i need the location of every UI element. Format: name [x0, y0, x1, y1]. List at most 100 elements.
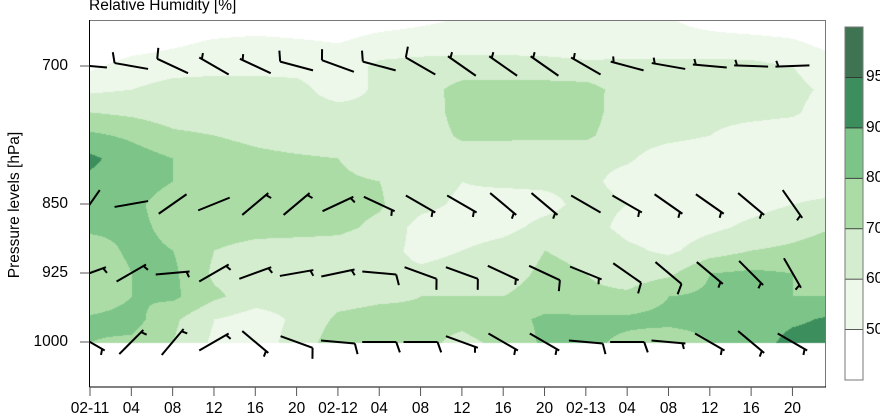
barb-half-feather [758, 350, 763, 357]
colorbar-label: 60 [866, 270, 880, 288]
barb-staff [487, 264, 520, 282]
wind-barb [737, 192, 765, 219]
barb-full-feather [643, 341, 649, 353]
x-tick-label: 20 [535, 400, 554, 417]
wind-barb [569, 265, 602, 285]
wind-barb [362, 270, 400, 286]
barb-full-feather [676, 283, 683, 295]
barb-staff [696, 261, 724, 285]
barb-staff [775, 64, 810, 68]
barb-staff [282, 192, 311, 216]
x-tick-label: 12 [701, 400, 719, 417]
barb-staff [405, 56, 436, 76]
wind-barb [156, 47, 189, 75]
barb-half-feather [693, 58, 697, 66]
x-tick-label: 02-11 [70, 400, 110, 417]
barb-staff [155, 270, 190, 276]
axes-ticks [80, 65, 793, 396]
wind-barb [487, 332, 519, 356]
wind-barb [239, 54, 272, 75]
wind-barb [654, 261, 683, 295]
barb-staff [238, 266, 272, 280]
wind-barb [116, 263, 149, 283]
colorbar-bin [844, 127, 864, 179]
y-tick-label: 850 [42, 195, 68, 212]
barb-staff [445, 266, 479, 280]
barb-full-feather [557, 280, 561, 292]
barb-staff [279, 60, 314, 72]
barb-staff [405, 194, 436, 214]
barb-half-feather [796, 214, 802, 221]
barb-half-feather [140, 331, 148, 336]
barb-half-feather [681, 342, 685, 350]
barb-half-feather [513, 348, 517, 356]
x-tick-label: 16 [742, 400, 760, 417]
colorbar-bin [844, 77, 864, 129]
barb-staff [280, 335, 313, 349]
barb-staff [611, 194, 643, 214]
barb-staff [239, 57, 272, 75]
colorbar-label: 80 [866, 169, 880, 187]
barb-staff [156, 57, 189, 75]
wind-barb [279, 269, 315, 277]
wind-barb [738, 260, 764, 289]
barb-half-feather [532, 51, 536, 59]
barb-half-feather [430, 210, 434, 218]
colorbar-bin [844, 26, 864, 78]
barb-staff [694, 332, 726, 352]
barb-staff [322, 195, 354, 213]
barb-full-feather [601, 343, 607, 355]
wind-barb [241, 192, 272, 216]
barb-staff [570, 56, 602, 76]
x-tick-label: 02-12 [318, 400, 358, 417]
barb-full-feather [278, 50, 282, 62]
wind-barb [651, 339, 686, 350]
barb-staff [610, 60, 644, 72]
y-tick-label: 925 [42, 264, 68, 281]
barb-half-feather [390, 209, 393, 216]
wind-barb [363, 195, 396, 216]
wind-barb [320, 49, 355, 73]
colorbar-bin [845, 329, 863, 380]
barb-staff [118, 329, 145, 355]
barb-full-feather [70, 54, 73, 65]
barb-half-feather [734, 59, 739, 66]
wind-barb [445, 266, 479, 290]
barb-half-feather [677, 211, 681, 219]
barb-staff [738, 260, 764, 286]
barb-staff [528, 264, 561, 282]
wind-barb [280, 335, 314, 359]
y-tick-label: 700 [42, 57, 68, 74]
plot-frame [89, 20, 826, 388]
wind-barb [238, 266, 274, 280]
barb-staff [530, 192, 559, 216]
wind-barb [488, 51, 518, 77]
barb-staff [737, 330, 765, 354]
barb-staff [737, 192, 765, 216]
barb-staff [160, 328, 185, 356]
barb-half-feather [267, 267, 274, 274]
wind-barb [694, 332, 726, 356]
barb-half-feather [225, 265, 232, 271]
barb-staff [654, 261, 683, 285]
wind-barb [70, 54, 108, 69]
barb-half-feather [265, 194, 272, 199]
barb-full-feather [436, 341, 443, 353]
barb-half-feather [794, 284, 801, 291]
wind-barb [737, 330, 765, 357]
wind-barb [568, 339, 607, 355]
barb-half-feather [757, 282, 762, 289]
wind-barb [320, 339, 359, 355]
x-tick-label: 08 [164, 400, 182, 417]
barb-half-feather [554, 348, 558, 356]
barb-half-feather [758, 212, 763, 219]
barb-staff [321, 268, 355, 278]
colorbar-frame [844, 26, 864, 381]
wind-barb [90, 340, 106, 356]
wind-barb [158, 193, 188, 215]
barb-half-feather [637, 210, 641, 218]
barb-half-feather [718, 211, 723, 219]
wind-barb [611, 194, 643, 218]
barb-staff [241, 192, 269, 216]
